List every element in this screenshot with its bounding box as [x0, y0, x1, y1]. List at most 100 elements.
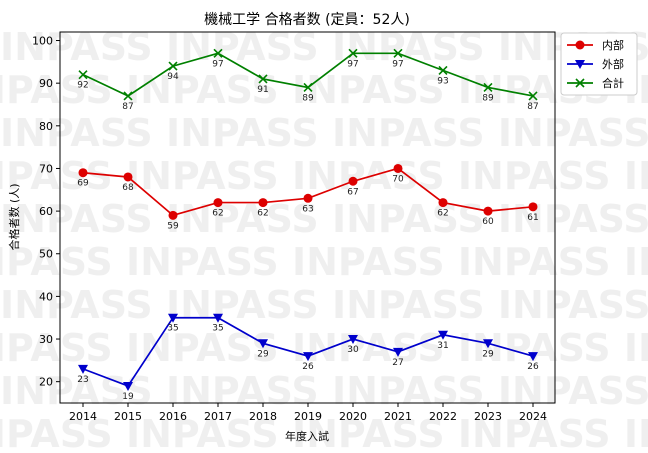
data-label: 89	[302, 93, 314, 103]
legend-label: 合計	[602, 76, 624, 90]
data-label: 26	[527, 362, 539, 372]
data-label: 68	[122, 183, 134, 193]
data-label: 62	[257, 209, 268, 219]
chart-title: 機械工学 合格者数 (定員：52人)	[204, 12, 410, 28]
data-label: 94	[167, 72, 179, 82]
watermark: INPASS INPASS INPASS INPASS INPASSINPASS…	[0, 25, 648, 453]
series-1: 23 19 35 35 29 26 30 27 31 29 26	[77, 313, 539, 402]
x-tick-label: 2019	[294, 410, 322, 423]
data-label: 30	[347, 345, 359, 355]
y-axis-title: 合格者数 (人)	[7, 183, 21, 250]
data-point	[483, 206, 493, 216]
series-layer: 69 68 59 62 62 63 67 70 62 60 61 23 19 35 35 29 26 30 27 31…	[77, 48, 539, 402]
data-label: 35	[167, 324, 178, 334]
data-label: 97	[392, 59, 403, 69]
watermark-text: INPASS INPASS INPASS INPASS INPASS	[0, 154, 648, 198]
data-point	[123, 381, 133, 391]
x-tick-label: 2020	[339, 410, 367, 423]
data-label: 69	[77, 179, 89, 189]
data-label: 92	[77, 81, 88, 91]
watermark-text: INPASS INPASS INPASS INPASS INPASS	[0, 111, 648, 155]
data-point	[528, 352, 538, 362]
watermark-text: INPASS INPASS INPASS INPASS INPASS	[0, 326, 648, 370]
data-label: 70	[392, 174, 404, 184]
data-point	[483, 339, 493, 349]
data-point	[348, 335, 358, 345]
data-label: 61	[527, 213, 538, 223]
legend-marker	[575, 60, 585, 69]
data-point	[438, 330, 448, 340]
x-tick-label: 2023	[474, 410, 502, 423]
data-point	[168, 210, 178, 220]
data-point	[438, 65, 448, 75]
data-label: 29	[257, 349, 269, 359]
data-label: 97	[212, 59, 223, 69]
y-tick-label: 80	[39, 120, 53, 133]
data-point	[78, 168, 88, 178]
data-label: 27	[392, 358, 403, 368]
data-point	[123, 172, 133, 182]
data-point	[348, 48, 358, 58]
x-tick-label: 2024	[519, 410, 547, 423]
data-point	[258, 74, 268, 84]
data-point	[393, 48, 403, 58]
data-label: 67	[347, 187, 358, 197]
series-0: 69 68 59 62 62 63 67 70 62 60 61	[77, 163, 539, 231]
data-label: 87	[527, 102, 538, 112]
data-point	[303, 82, 313, 93]
legend-label: 外部	[602, 57, 624, 71]
data-label: 29	[482, 349, 494, 359]
data-label: 35	[212, 324, 223, 334]
data-point	[528, 202, 538, 212]
data-point	[393, 347, 403, 357]
data-point	[123, 91, 133, 101]
watermark-text: INPASS INPASS INPASS INPASS INPASS	[0, 283, 648, 327]
data-point	[348, 176, 358, 186]
x-tick-label: 2014	[69, 410, 97, 423]
legend-marker	[575, 40, 585, 50]
data-point	[258, 198, 268, 208]
x-tick-label: 2016	[159, 410, 187, 423]
data-label: 60	[482, 217, 494, 227]
y-tick-label: 90	[39, 77, 53, 90]
data-label: 23	[77, 375, 88, 385]
x-tick-label: 2022	[429, 410, 457, 423]
x-axis: 2014 2015 2016 2017 2018 2019 2020 2021 2022 2023…	[69, 403, 547, 423]
data-label: 62	[212, 209, 223, 219]
x-tick-label: 2018	[249, 410, 277, 423]
x-axis-title: 年度入試	[285, 429, 329, 443]
data-point	[213, 313, 223, 323]
x-tick-label: 2017	[204, 410, 232, 423]
y-tick-label: 20	[39, 376, 53, 389]
y-tick-label: 50	[39, 248, 53, 261]
data-label: 93	[437, 76, 448, 86]
data-label: 59	[167, 221, 179, 231]
y-tick-label: 40	[39, 290, 53, 303]
data-label: 31	[437, 341, 448, 351]
x-tick-label: 2021	[384, 410, 412, 423]
data-point	[78, 70, 88, 80]
data-point	[168, 61, 178, 71]
data-label: 19	[122, 392, 134, 402]
data-label: 97	[347, 59, 358, 69]
data-label: 63	[302, 204, 313, 214]
data-point	[483, 82, 493, 93]
legend-label: 内部	[602, 38, 624, 52]
y-tick-label: 70	[39, 162, 53, 175]
y-tick-label: 30	[39, 333, 53, 346]
series-2: 92 87 94 97 91 89 97 97 93 89 87	[77, 48, 539, 112]
x-tick-label: 2015	[114, 410, 142, 423]
data-label: 91	[257, 85, 268, 95]
data-label: 87	[122, 102, 133, 112]
data-point	[213, 198, 223, 208]
legend-marker	[575, 78, 585, 88]
data-point	[393, 163, 403, 173]
y-tick-label: 60	[39, 205, 53, 218]
watermark-text: INPASS INPASS INPASS INPASS INPASS	[0, 412, 648, 453]
data-point	[303, 352, 313, 362]
watermark-text: INPASS INPASS INPASS INPASS INPASS	[0, 197, 648, 241]
data-label: 89	[482, 93, 494, 103]
data-point	[258, 339, 268, 349]
